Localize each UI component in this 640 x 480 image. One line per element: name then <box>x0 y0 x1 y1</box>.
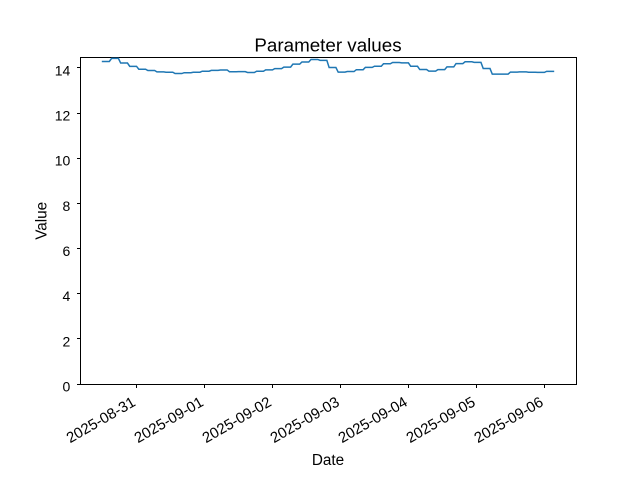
svg-text:Value: Value <box>34 202 51 240</box>
svg-text:8: 8 <box>63 198 71 214</box>
svg-text:10: 10 <box>55 153 71 169</box>
svg-text:6: 6 <box>63 243 71 259</box>
svg-text:0: 0 <box>63 379 71 395</box>
svg-text:Date: Date <box>312 452 344 469</box>
svg-text:14: 14 <box>55 62 71 78</box>
svg-text:Parameter values: Parameter values <box>254 35 401 56</box>
svg-text:2: 2 <box>63 333 71 349</box>
svg-text:4: 4 <box>63 288 71 304</box>
svg-text:12: 12 <box>55 108 71 124</box>
